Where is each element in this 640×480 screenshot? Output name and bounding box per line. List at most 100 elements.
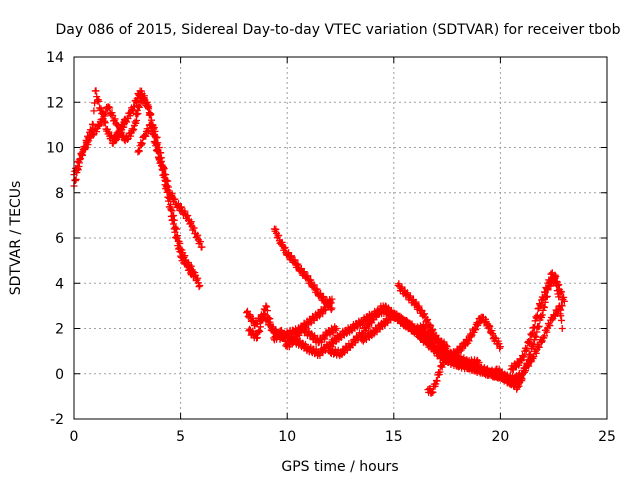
data-point xyxy=(175,244,183,252)
data-point xyxy=(313,285,321,293)
data-point xyxy=(319,310,327,318)
data-point xyxy=(145,103,153,111)
data-point xyxy=(89,121,97,129)
data-point xyxy=(321,335,329,343)
series-7 xyxy=(245,302,340,351)
data-point xyxy=(90,107,98,115)
data-point xyxy=(557,312,565,320)
data-point xyxy=(106,104,114,112)
data-point xyxy=(111,115,119,123)
data-point xyxy=(496,343,504,351)
data-point xyxy=(145,109,153,117)
data-point xyxy=(173,235,181,243)
data-point xyxy=(123,136,131,144)
data-point xyxy=(533,312,541,320)
data-point xyxy=(332,325,340,332)
data-point xyxy=(149,129,157,137)
data-point xyxy=(105,128,113,136)
y-tick-label: 2 xyxy=(55,322,64,338)
data-point xyxy=(95,97,103,105)
data-point xyxy=(515,382,523,390)
data-point xyxy=(156,154,164,162)
data-point xyxy=(300,269,308,277)
data-point xyxy=(532,349,540,357)
data-point xyxy=(486,322,494,330)
data-point xyxy=(542,284,550,292)
data-point xyxy=(144,127,152,135)
marks-layer xyxy=(70,87,568,397)
x-tick-label: 15 xyxy=(385,429,403,445)
data-point xyxy=(558,316,566,324)
data-point xyxy=(177,203,185,211)
data-point xyxy=(263,303,271,311)
data-point xyxy=(496,344,504,352)
data-point xyxy=(398,283,406,291)
chart-title: Day 086 of 2015, Sidereal Day-to-day VTE… xyxy=(55,22,620,38)
data-point xyxy=(116,124,124,132)
data-point xyxy=(120,123,128,131)
data-point xyxy=(518,375,526,383)
data-point xyxy=(517,373,525,381)
data-point xyxy=(189,272,197,280)
data-point xyxy=(89,131,97,139)
data-point xyxy=(194,274,202,282)
data-point xyxy=(154,147,162,155)
data-point xyxy=(71,177,79,185)
data-point xyxy=(161,181,169,189)
data-point xyxy=(187,218,195,226)
data-point xyxy=(560,297,568,305)
data-point xyxy=(140,94,148,102)
series-16 xyxy=(492,271,566,393)
data-point xyxy=(532,333,540,341)
data-point xyxy=(543,285,551,293)
data-point xyxy=(186,264,194,272)
y-tick-label: -2 xyxy=(50,412,64,428)
x-tick-label: 0 xyxy=(70,429,79,445)
data-point xyxy=(169,216,177,224)
data-point xyxy=(436,368,444,376)
data-point xyxy=(195,283,203,291)
data-point xyxy=(525,339,533,347)
data-point xyxy=(386,315,394,323)
data-point xyxy=(95,122,103,130)
data-point xyxy=(319,294,327,302)
data-point xyxy=(538,338,546,346)
data-point xyxy=(75,159,83,167)
data-point xyxy=(142,132,150,140)
data-point xyxy=(331,326,339,334)
data-point xyxy=(138,141,146,149)
data-point xyxy=(359,337,367,345)
data-point xyxy=(307,276,315,284)
data-point xyxy=(160,173,168,181)
data-point xyxy=(555,281,563,289)
data-point xyxy=(327,306,335,314)
data-point xyxy=(196,238,204,246)
data-point xyxy=(548,270,556,278)
ticks-layer: 0 5 10 15 20 25 -2 0 2 4 6 8 10 12 14 xyxy=(46,50,616,445)
data-point xyxy=(531,323,539,331)
data-point xyxy=(280,244,288,252)
data-point xyxy=(281,244,289,252)
data-point xyxy=(133,117,141,125)
data-point xyxy=(434,337,442,345)
data-point xyxy=(287,253,295,261)
series-14 xyxy=(424,313,504,397)
data-point xyxy=(130,125,138,133)
data-point xyxy=(365,323,373,331)
data-point xyxy=(295,331,303,339)
grid-layer xyxy=(74,57,607,419)
data-point xyxy=(546,322,554,330)
data-point xyxy=(184,212,192,220)
data-point xyxy=(523,344,531,352)
data-point xyxy=(171,195,179,203)
data-point xyxy=(168,190,176,198)
data-point xyxy=(411,300,419,308)
data-point xyxy=(300,268,308,276)
data-point xyxy=(527,351,535,359)
data-point xyxy=(102,108,110,116)
data-point xyxy=(539,295,547,303)
data-point xyxy=(259,316,267,324)
data-point xyxy=(114,131,122,139)
data-point xyxy=(92,128,100,136)
